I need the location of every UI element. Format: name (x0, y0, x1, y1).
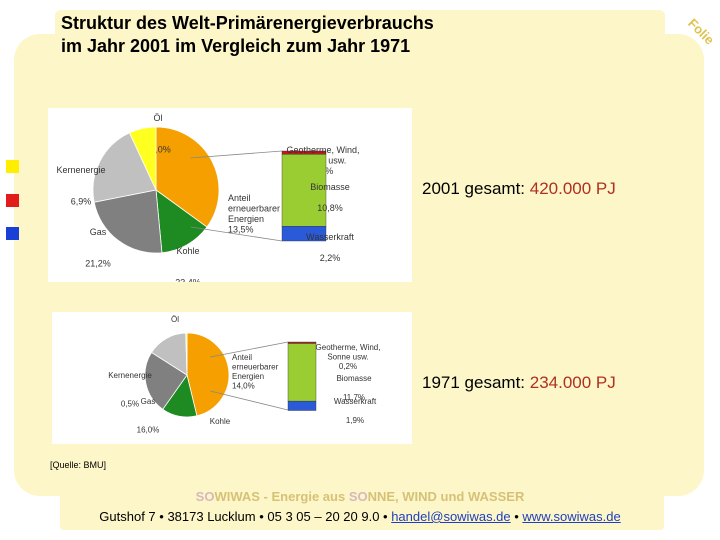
slice-label: 35,0% (145, 145, 171, 155)
total-1971: 1971 gesamt: 234.000 PJ (422, 373, 616, 393)
total-1971-value: 234.000 PJ (529, 373, 616, 392)
breakdown-label: 0,2% (339, 362, 357, 371)
footer-logo: SOWIWAS - Energie aus SONNE, WIND und WA… (0, 489, 720, 504)
chart-1971-svg: Öl47,7%AnteilerneuerbarerEnergien14,0%Ko… (108, 315, 381, 435)
slice-label: 6,9% (71, 197, 92, 207)
footer-logo-part: WIWAS - Energie aus (214, 489, 349, 504)
breakdown-label: 2,2% (320, 253, 341, 263)
pie-slice (128, 126, 157, 191)
total-2001-label: 2001 gesamt: (422, 179, 526, 198)
slice-label: erneuerbarer (232, 363, 279, 372)
breakdown-label: Biomasse (336, 374, 372, 383)
pie-slice (144, 351, 188, 410)
slice-label: Öl (171, 315, 179, 324)
slice-label: 13,5% (228, 225, 254, 235)
pie-slice (93, 189, 163, 254)
connector-line (190, 150, 283, 159)
breakdown-bar-segment (287, 341, 317, 344)
breakdown-label: Sonne usw. (327, 353, 368, 362)
pie-slice (185, 332, 188, 376)
footer-logo-part: NNE, WIND und WASSER (367, 489, 525, 504)
title-bar (55, 10, 665, 60)
slice-label: Energien (228, 214, 264, 224)
slice-label: Kernenergie (108, 371, 152, 380)
slice-label: Anteil (232, 353, 252, 362)
footer-separator: • (510, 509, 523, 524)
breakdown-label: 11,7% (343, 393, 365, 402)
breakdown-label: 1,9% (346, 416, 364, 425)
title-line-2: im Jahr 2001 im Vergleich zum Jahr 1971 (61, 36, 411, 56)
slice-label: 21,2% (85, 259, 111, 269)
breakdown-label: Biomasse (310, 182, 350, 192)
footer-logo-part: SO (348, 489, 368, 504)
total-1971-label: 1971 gesamt: (422, 373, 526, 392)
total-2001-value: 420.000 PJ (529, 179, 616, 198)
slice-label: Gas (90, 227, 107, 237)
connector-line (190, 226, 283, 242)
chart-1971: Öl47,7%AnteilerneuerbarerEnergien14,0%Ko… (52, 312, 412, 444)
breakdown-label: 10,8% (317, 203, 343, 213)
slice-label: 23,4% (175, 278, 201, 283)
slice-label: Kohle (176, 246, 199, 256)
slice-label: Anteil (228, 193, 251, 203)
total-2001: 2001 gesamt: 420.000 PJ (422, 179, 616, 199)
email-link[interactable]: handel@sowiwas.de (391, 509, 511, 524)
footer-logo-part: SO (195, 489, 215, 504)
connector-line (210, 341, 289, 358)
slice-label: 0,5% (121, 400, 139, 409)
breakdown-bar-segment (287, 343, 317, 402)
pie-slice (155, 189, 208, 254)
breakdown-label: Wasserkraft (306, 232, 354, 242)
slice-label: Energien (232, 372, 264, 381)
slice-label: Kohle (210, 417, 231, 426)
source-note: [Quelle: BMU] (50, 460, 107, 470)
chart-2001: Öl 35,0% Anteil erneuerbarer Energien 13,5% Ko… (48, 108, 412, 282)
slice-label: 16,0% (137, 426, 160, 435)
connector-line (210, 390, 289, 411)
title-line-1: Struktur des Welt-Primärenergieverbrauch… (61, 13, 434, 33)
breakdown-bar-segment (281, 154, 327, 227)
breakdown-label: Wasserkraft (334, 397, 377, 406)
pie-slice (92, 132, 157, 203)
footer-bar (60, 486, 664, 530)
footer-address: Gutshof 7 • 38173 Lucklum • 05 3 05 – 20… (0, 509, 720, 524)
slide-title: Struktur des Welt-Primärenergieverbrauch… (61, 12, 434, 58)
breakdown-bar-segment (281, 226, 327, 242)
footer-address-text: Gutshof 7 • 38173 Lucklum • 05 3 05 – 20… (99, 509, 392, 524)
pie-slice (155, 126, 220, 228)
breakdown-label: Geotherme, Wind, (286, 145, 359, 155)
slice-label: erneuerbarer (228, 204, 280, 214)
slice-label: 14,0% (232, 382, 255, 391)
pie-slice (186, 332, 230, 417)
slice-label: Öl (154, 113, 163, 123)
bullet-marker-yellow (6, 160, 19, 173)
bullet-marker-blue (6, 227, 19, 240)
slice-label: Kernenergie (56, 165, 105, 175)
website-link[interactable]: www.sowiwas.de (522, 509, 621, 524)
slice-label: Gas (141, 397, 156, 406)
bullet-marker-red (6, 194, 19, 207)
breakdown-bar-segment (287, 400, 317, 411)
breakdown-label: Geotherme, Wind, (316, 343, 381, 352)
